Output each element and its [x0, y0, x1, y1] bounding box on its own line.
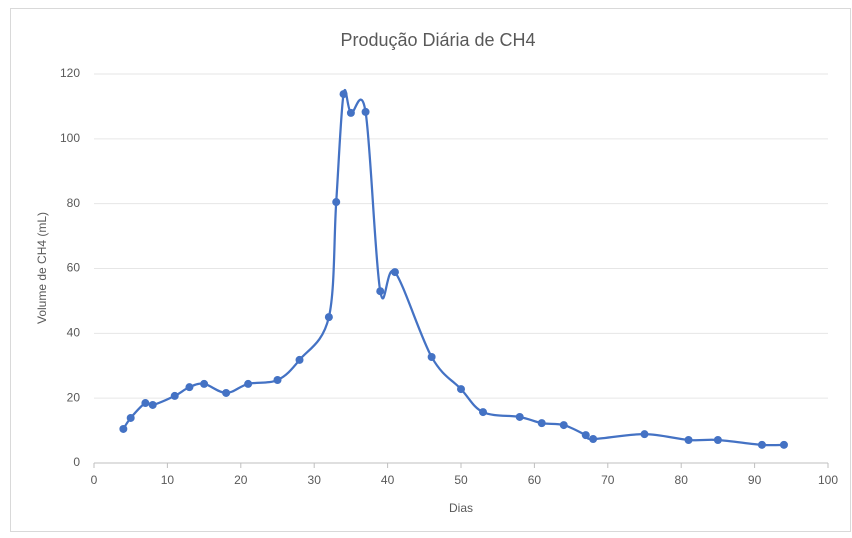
- data-point: [126, 413, 135, 422]
- y-tick-label: 120: [60, 66, 80, 80]
- data-point: [427, 352, 436, 361]
- data-point: [222, 388, 231, 397]
- data-point: [295, 355, 304, 364]
- x-axis-label: Dias: [449, 501, 473, 515]
- data-point: [713, 435, 722, 444]
- y-axis-label: Volume de CH4 (mL): [35, 212, 49, 324]
- data-point: [515, 412, 524, 421]
- data-point: [332, 198, 341, 207]
- data-point: [273, 376, 282, 385]
- data-point: [581, 431, 590, 440]
- data-point: [479, 408, 488, 417]
- data-point: [185, 383, 194, 392]
- data-point: [170, 391, 179, 400]
- data-point: [119, 424, 128, 433]
- x-tick-label: 90: [748, 473, 762, 487]
- data-point: [141, 399, 150, 408]
- y-tick-label: 0: [73, 455, 80, 469]
- x-tick-label: 50: [454, 473, 468, 487]
- data-point: [757, 440, 766, 449]
- data-point: [390, 268, 399, 277]
- data-point: [537, 419, 546, 428]
- chart-border: [10, 8, 851, 532]
- data-point: [640, 430, 649, 439]
- data-point: [361, 107, 370, 116]
- x-tick-label: 40: [381, 473, 395, 487]
- x-tick-label: 100: [818, 473, 838, 487]
- data-point: [346, 108, 355, 117]
- data-point: [324, 313, 333, 322]
- y-tick-label: 60: [67, 261, 81, 275]
- y-tick-label: 100: [60, 131, 80, 145]
- y-tick-label: 80: [67, 196, 81, 210]
- data-point: [376, 287, 385, 296]
- x-tick-label: 60: [528, 473, 542, 487]
- data-point: [684, 435, 693, 444]
- y-tick-label: 40: [67, 326, 81, 340]
- chart-title: Produção Diária de CH4: [340, 30, 535, 50]
- data-point: [559, 421, 568, 430]
- x-tick-label: 10: [161, 473, 175, 487]
- x-tick-label: 70: [601, 473, 615, 487]
- data-point: [779, 440, 788, 449]
- data-point: [589, 435, 598, 444]
- data-point: [457, 385, 465, 394]
- data-point: [339, 90, 348, 99]
- data-point: [148, 400, 157, 409]
- data-point: [200, 379, 209, 388]
- y-tick-label: 20: [67, 390, 81, 404]
- x-tick-label: 80: [675, 473, 689, 487]
- x-tick-label: 30: [308, 473, 322, 487]
- x-tick-label: 0: [91, 473, 98, 487]
- data-point: [244, 379, 253, 388]
- x-tick-label: 20: [234, 473, 248, 487]
